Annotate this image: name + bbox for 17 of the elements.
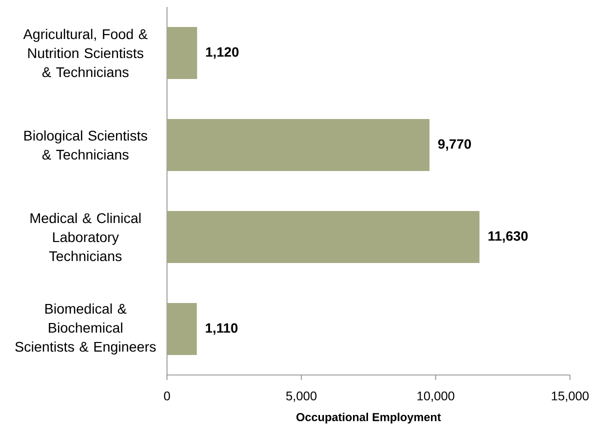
x-tick-label: 0 (164, 392, 170, 400)
y-tick-label: Agricultural, Food & Nutrition Scientists & Technicians (23, 28, 148, 78)
bar (167, 303, 197, 355)
x-axis-title: Occupational Employment (296, 412, 441, 424)
x-tick-label: 10,000 (418, 392, 454, 402)
y-tick-label: Biological Scientists & Technicians (24, 130, 148, 160)
data-label: 1,110 (206, 323, 238, 335)
data-label: 9,770 (438, 139, 471, 151)
bar (167, 27, 198, 79)
x-tick-label: 5,000 (286, 392, 316, 402)
data-label: 1,120 (206, 47, 239, 59)
y-tick-label: Biomedical & Biochemical Scientists & Engineers (15, 303, 156, 355)
y-tick-label: Medical & Clinical Laboratory Technicians (30, 212, 141, 262)
bar (167, 211, 480, 263)
bar (167, 119, 430, 171)
data-label: 11,630 (488, 231, 528, 243)
x-tick-label: 15,000 (552, 392, 589, 402)
